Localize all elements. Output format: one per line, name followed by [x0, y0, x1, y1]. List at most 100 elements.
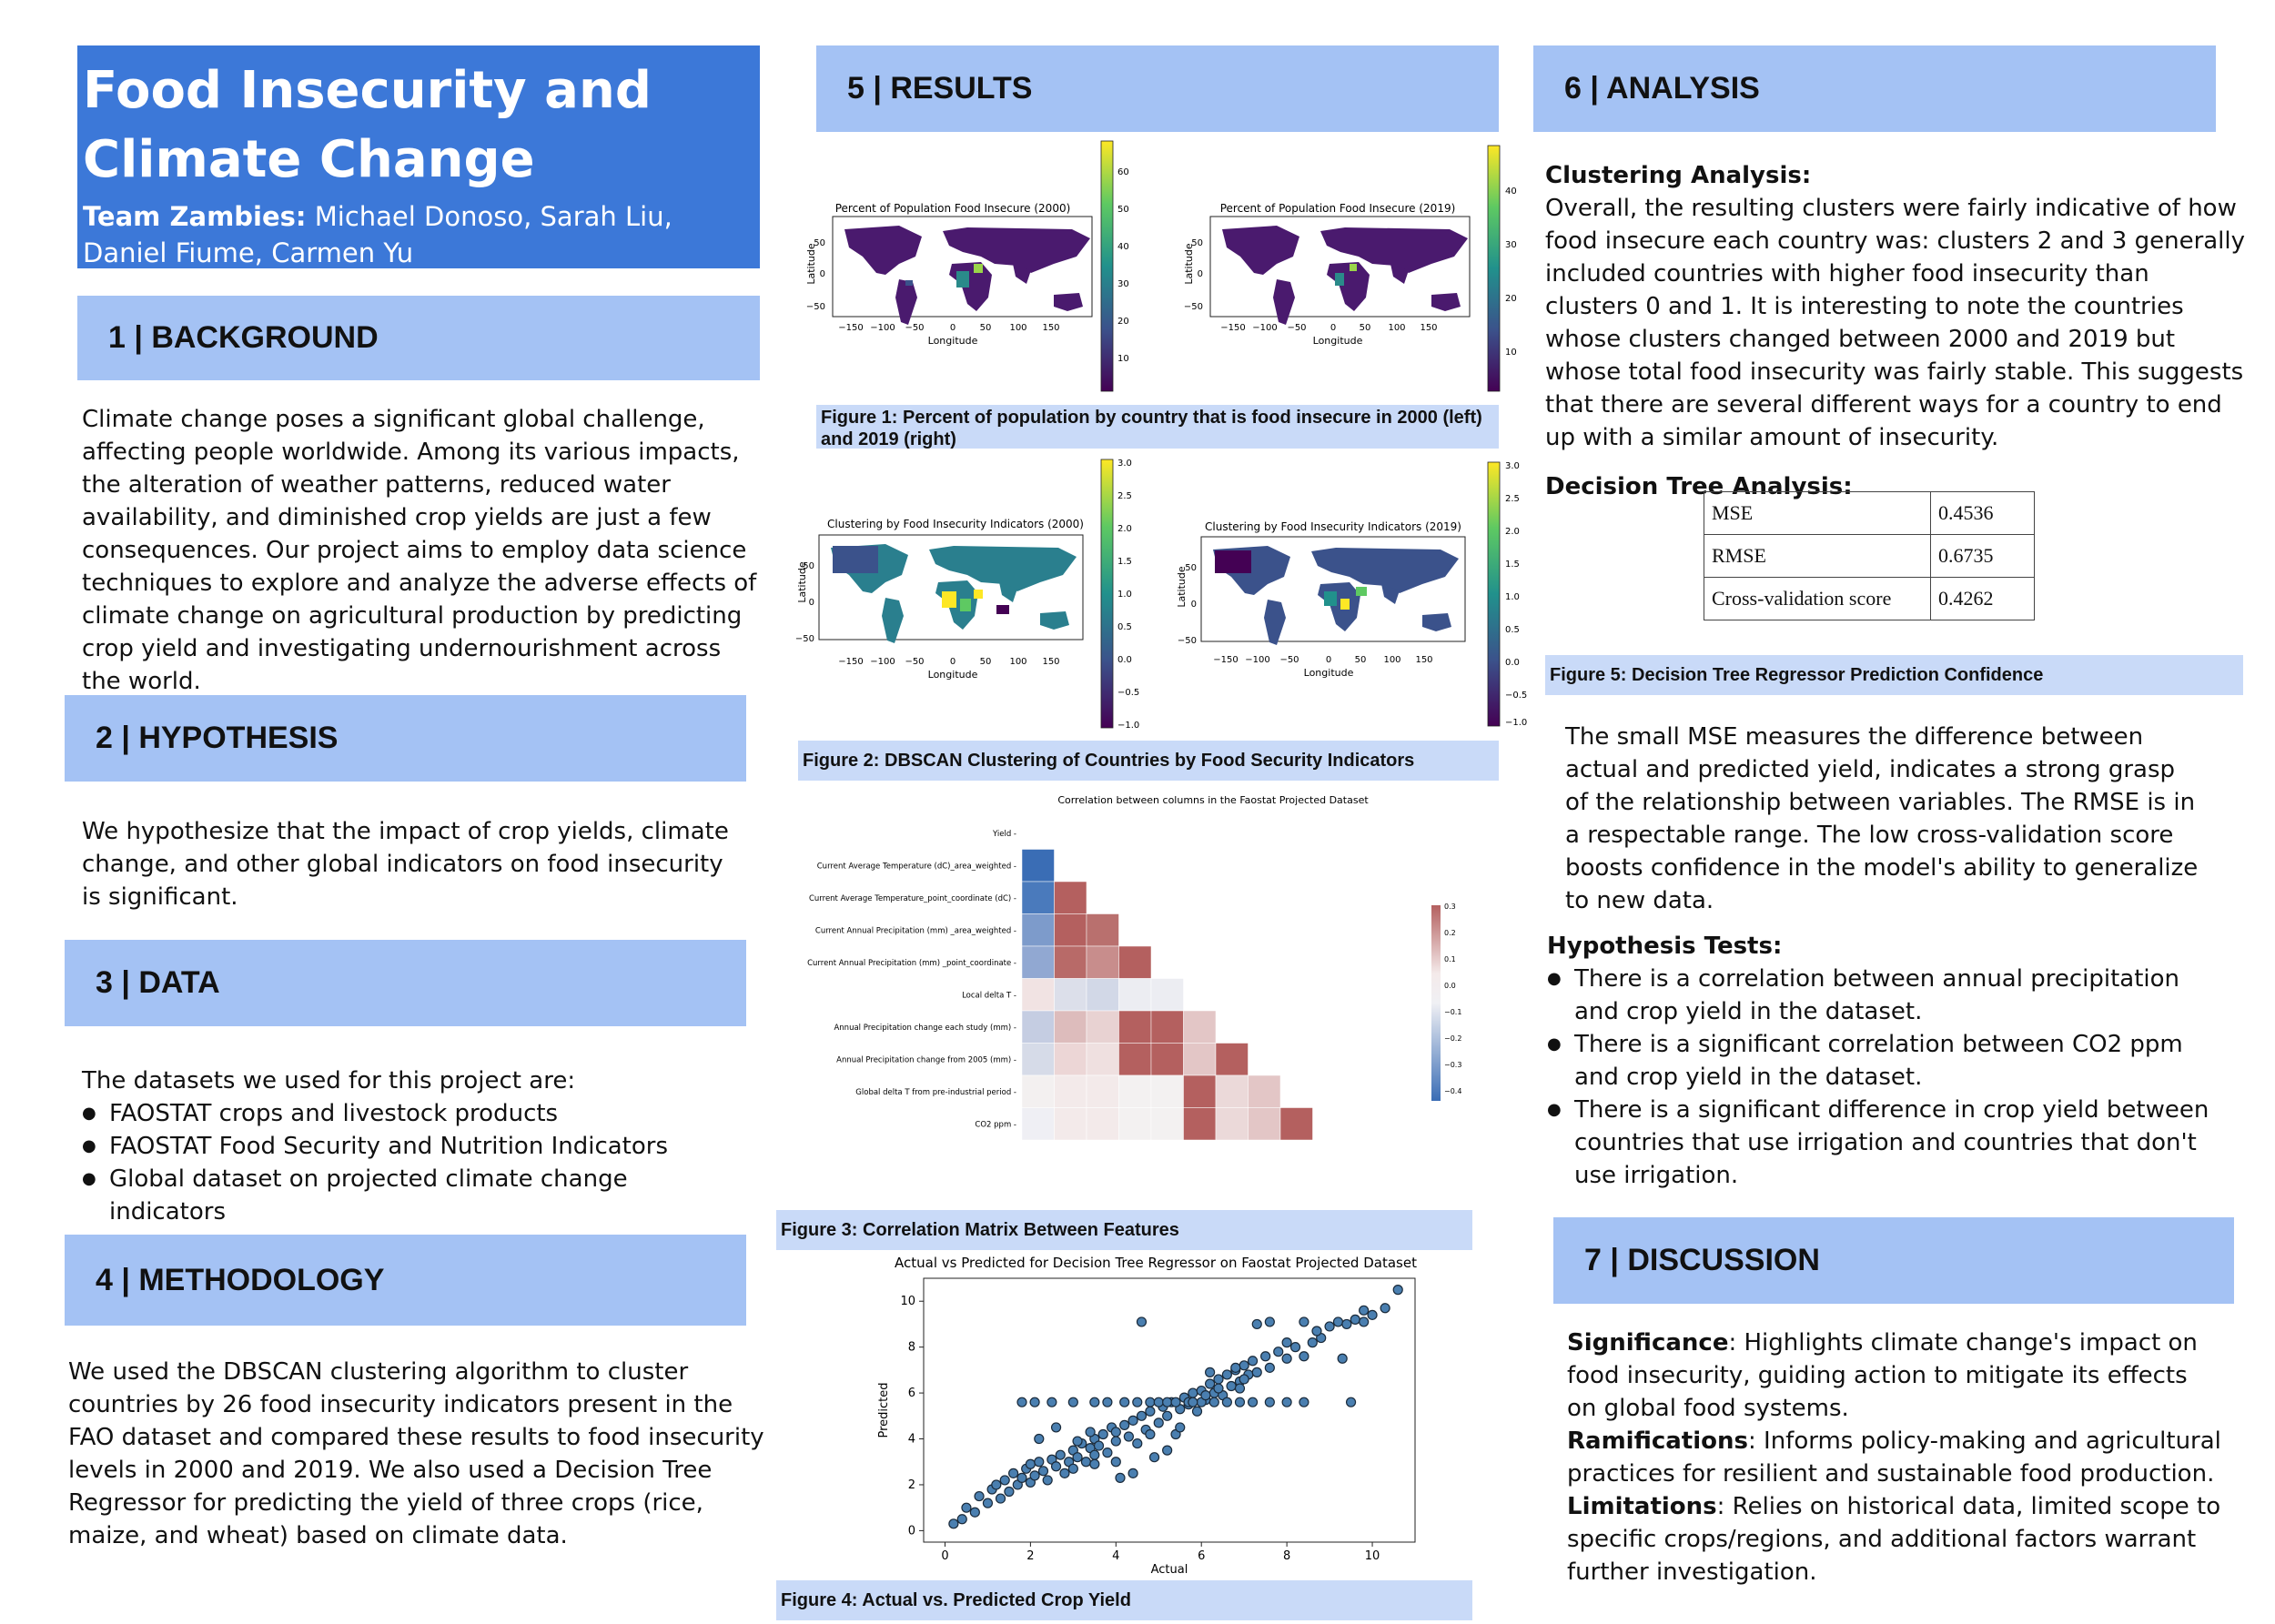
fig2-ytick: 0 — [1191, 600, 1197, 610]
figure-2-caption: Figure 2: DBSCAN Clustering of Countries… — [798, 741, 1499, 781]
tests-heading: Hypothesis Tests: — [1547, 933, 1783, 960]
scatter-point — [1050, 1422, 1062, 1433]
scatter-point — [1148, 1452, 1160, 1463]
scatter-point — [1162, 1410, 1173, 1421]
fig3-row-label: Current Average Temperature_point_coordi… — [809, 894, 1016, 903]
discussion-limitations: Limitations: Relies on historical data, … — [1567, 1490, 2222, 1589]
scatter-point — [1299, 1351, 1309, 1362]
svg-text:−0.1: −0.1 — [1444, 1008, 1461, 1016]
scatter-point — [1299, 1316, 1309, 1327]
scatter-point — [999, 1475, 1010, 1486]
team-line: Team Zambies: Michael Donoso, Sarah Liu,… — [83, 198, 754, 271]
fig2-right-cbar-labels: 3.0 2.5 2.0 1.5 1.0 0.5 0.0 −0.5 −1.0 — [1505, 461, 1527, 728]
scatter-point — [1175, 1422, 1186, 1433]
svg-text:−150: −150 — [1220, 323, 1245, 333]
fig3-cell — [1086, 913, 1119, 947]
scatter-point — [1132, 1437, 1143, 1449]
fig2-left-colorbar — [1100, 459, 1114, 729]
fig3-cells — [1021, 849, 1313, 1141]
svg-text:150: 150 — [1420, 323, 1437, 333]
section-data-header: 3 | DATA — [65, 940, 746, 1026]
fig3-cell — [1021, 945, 1055, 979]
fig3-cell — [1021, 978, 1055, 1012]
discussion-significance: Significance: Highlights climate change'… — [1567, 1326, 2222, 1425]
scatter-point — [1110, 1427, 1121, 1437]
scatter-point — [1008, 1468, 1019, 1478]
scatter-point — [1281, 1353, 1292, 1364]
scatter-point — [1337, 1353, 1348, 1364]
svg-text:150: 150 — [1042, 657, 1059, 667]
section-hypothesis-header: 2 | HYPOTHESIS — [65, 695, 746, 782]
section-background-header: 1 | BACKGROUND — [77, 296, 760, 380]
fig2-ytick: −50 — [1178, 636, 1197, 646]
scatter-point — [1110, 1436, 1121, 1447]
fig3-cell — [1215, 1043, 1249, 1076]
fig1-ytick: −50 — [806, 302, 825, 312]
svg-text:−1.0: −1.0 — [1117, 721, 1139, 731]
scatter-point — [1050, 1461, 1062, 1472]
methodology-text: We used the DBSCAN clustering algorithm … — [68, 1358, 764, 1549]
scatter-point — [1307, 1337, 1318, 1348]
fig2-right-ylabel: Latitude — [1176, 566, 1188, 608]
scatter-point — [1153, 1397, 1164, 1407]
fig1-ytick: 50 — [1191, 238, 1203, 248]
fig4-ytick-label: 2 — [908, 1478, 915, 1492]
scatter-point — [1119, 1397, 1130, 1407]
svg-text:0.0: 0.0 — [1505, 658, 1520, 668]
dataset-item: FAOSTAT crops and livestock products — [82, 1097, 746, 1130]
fig4-ytick-label: 4 — [908, 1433, 915, 1447]
fig3-row-label: Current Average Temperature (dC)_area_we… — [817, 862, 1016, 871]
significance-label: Significance — [1567, 1329, 1729, 1357]
svg-text:50: 50 — [980, 323, 992, 333]
scatter-point — [1080, 1457, 1092, 1468]
scatter-point — [969, 1507, 980, 1518]
fig2-ytick: 50 — [1185, 563, 1197, 573]
fig4-xtick-label: 2 — [1026, 1549, 1034, 1563]
svg-text:−0.2: −0.2 — [1444, 1034, 1461, 1043]
scatter-point — [1136, 1316, 1148, 1327]
scatter-point — [1200, 1390, 1211, 1401]
fig3-row-label: Global delta T from pre-industrial perio… — [855, 1088, 1016, 1097]
fig1-left-cbar-ticks: 60 50 40 30 20 10 — [1117, 167, 1129, 364]
fig1-left-ylabel: Latitude — [805, 243, 817, 285]
poster-title: Food Insecurity and Climate Change — [83, 61, 652, 189]
scatter-point — [1345, 1397, 1357, 1407]
svg-text:100: 100 — [1388, 323, 1405, 333]
fig3-cell — [1118, 1010, 1152, 1044]
scatter-point — [1067, 1463, 1078, 1474]
clustering-text: Overall, the resulting clusters were fai… — [1545, 195, 2246, 451]
svg-text:0.0: 0.0 — [1117, 655, 1132, 665]
svg-text:50: 50 — [1117, 205, 1129, 215]
scatter-point — [948, 1518, 959, 1529]
fig2-left-cbar-ticks: 3.0 2.5 2.0 1.5 1.0 0.5 0.0 −0.5 −1.0 — [1117, 459, 1139, 731]
figure-4-caption: Figure 4: Actual vs. Predicted Crop Yiel… — [776, 1580, 1472, 1620]
svg-text:−0.3: −0.3 — [1444, 1061, 1461, 1069]
fig1-left-title: Percent of Population Food Insecure (200… — [835, 202, 1071, 215]
scatter-point — [1208, 1397, 1219, 1407]
fig3-cell — [1086, 1107, 1119, 1141]
scatter-point — [1029, 1397, 1040, 1407]
fig3-title: Correlation between columns in the Faost… — [1057, 794, 1369, 806]
svg-text:10: 10 — [1505, 348, 1517, 358]
test-item: There is a significant correlation betwe… — [1547, 1028, 2211, 1094]
scatter-point — [974, 1490, 985, 1502]
fig3-cell — [1183, 1010, 1217, 1044]
fig1-right-hotspots — [1335, 264, 1357, 286]
svg-text:20: 20 — [1505, 294, 1517, 304]
fig3-cell — [1183, 1074, 1217, 1108]
svg-text:50: 50 — [1360, 323, 1371, 333]
fig3-cell — [1086, 978, 1119, 1012]
scatter-point — [1034, 1433, 1045, 1445]
svg-text:1.5: 1.5 — [1117, 557, 1132, 567]
table-row: Cross-validation score 0.4262 — [1704, 577, 2035, 620]
fig4-xticks: 0 2 4 6 8 10 — [941, 1542, 1380, 1563]
svg-text:100: 100 — [1009, 323, 1026, 333]
fig4-xtick-label: 6 — [1198, 1549, 1205, 1563]
metric-name: RMSE — [1704, 534, 1931, 578]
svg-text:30: 30 — [1117, 279, 1129, 289]
svg-text:0.3: 0.3 — [1444, 903, 1456, 911]
fig3-cell — [1054, 945, 1087, 979]
section-results-header: 5 | RESULTS — [816, 45, 1499, 132]
scatter-point — [1170, 1397, 1181, 1407]
svg-text:−100: −100 — [870, 323, 895, 333]
